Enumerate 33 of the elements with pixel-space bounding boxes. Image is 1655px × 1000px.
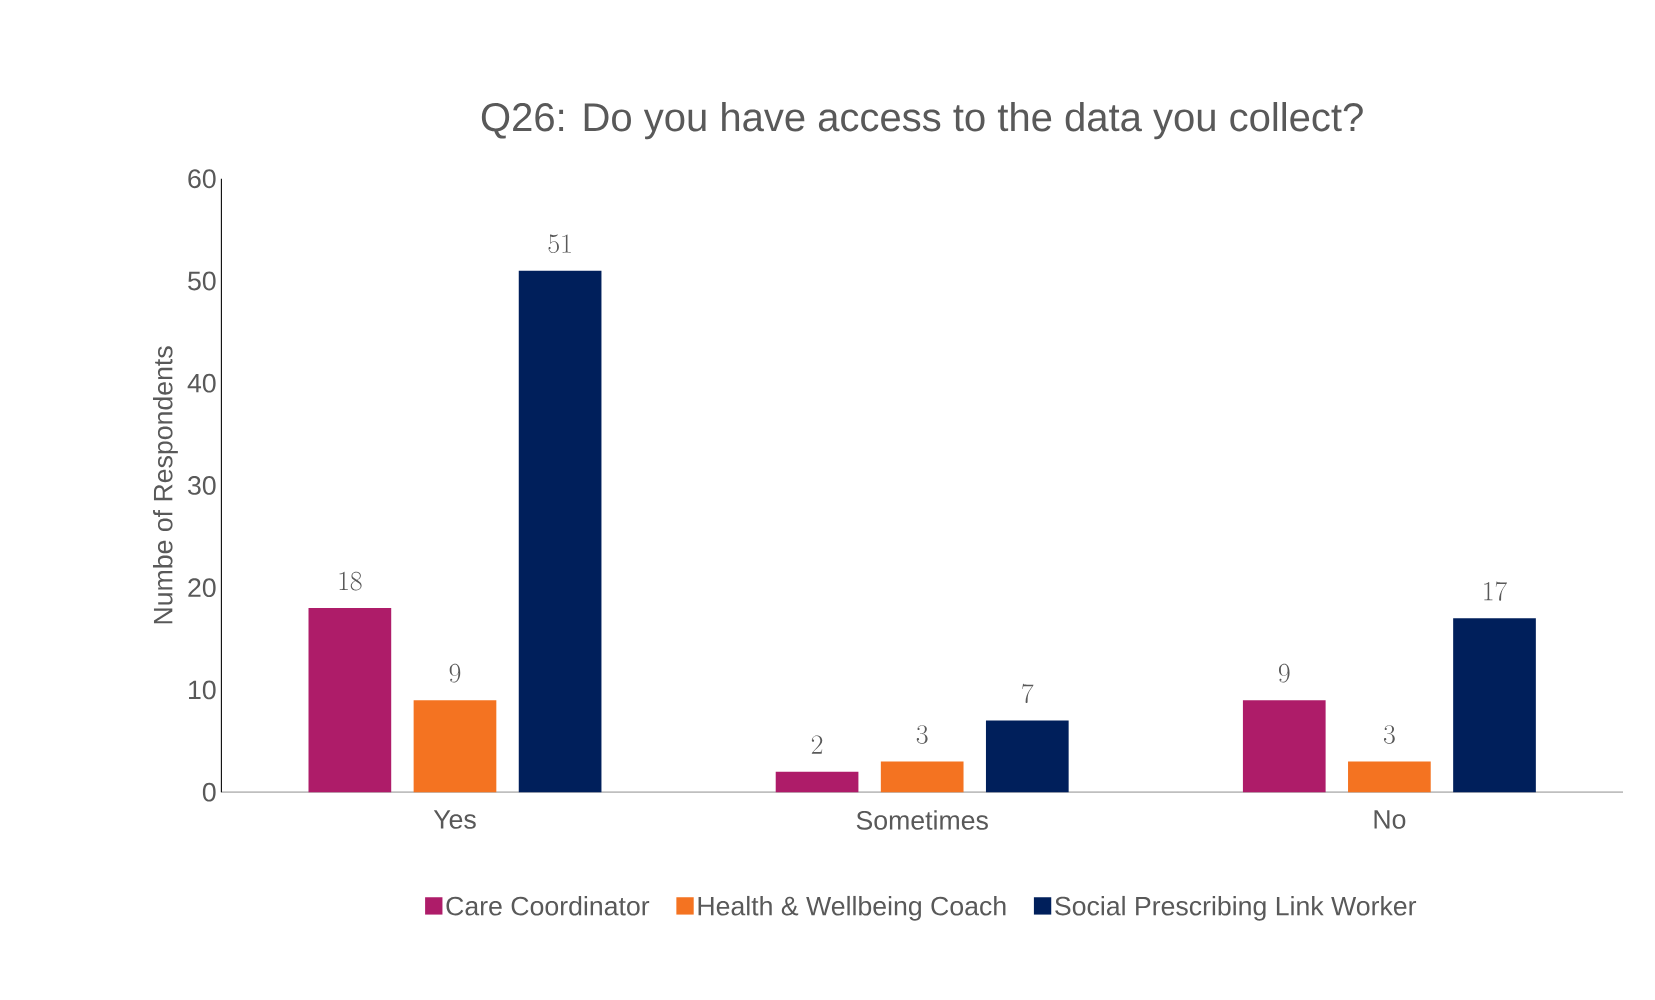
bar bbox=[308, 608, 392, 793]
y-tick-label: 40 bbox=[187, 373, 216, 393]
bar bbox=[413, 700, 497, 793]
data-label: 3 bbox=[1383, 725, 1395, 744]
y-tick-label: 10 bbox=[189, 680, 216, 700]
data-label: 17 bbox=[1484, 581, 1507, 601]
bar bbox=[775, 771, 859, 793]
data-label: 7 bbox=[1022, 683, 1034, 703]
data-label: 18 bbox=[339, 571, 362, 591]
x-tick-label: No bbox=[1374, 810, 1406, 829]
data-label: 2 bbox=[811, 735, 823, 754]
data-label: 3 bbox=[916, 725, 928, 744]
bar bbox=[985, 720, 1069, 793]
data-label: 51 bbox=[548, 234, 571, 254]
x-tick-label: Sometimes bbox=[856, 810, 988, 830]
y-tick-label: 50 bbox=[188, 271, 216, 291]
legend-label: Health & Wellbeing Coach bbox=[698, 895, 1006, 921]
data-label: 9 bbox=[449, 663, 461, 683]
chart-title: Q26: Do you have access to the data you collect? bbox=[481, 101, 1363, 140]
y-axis-title: Numbe of Respondents bbox=[152, 346, 178, 624]
bar bbox=[1453, 618, 1536, 793]
legend-label: Care Coordinator bbox=[446, 895, 650, 916]
bar bbox=[880, 761, 964, 793]
data-label: 9 bbox=[1278, 663, 1290, 683]
legend-label: Social Prescribing Link Worker bbox=[1055, 895, 1417, 921]
bar bbox=[518, 270, 602, 793]
x-tick-label: Yes bbox=[433, 810, 476, 829]
y-tick-label: 0 bbox=[202, 782, 216, 802]
y-tick-label: 30 bbox=[188, 475, 216, 495]
bar bbox=[1242, 700, 1326, 793]
y-tick-label: 60 bbox=[188, 169, 216, 189]
bar bbox=[1348, 761, 1431, 793]
y-tick-label: 20 bbox=[188, 578, 216, 598]
